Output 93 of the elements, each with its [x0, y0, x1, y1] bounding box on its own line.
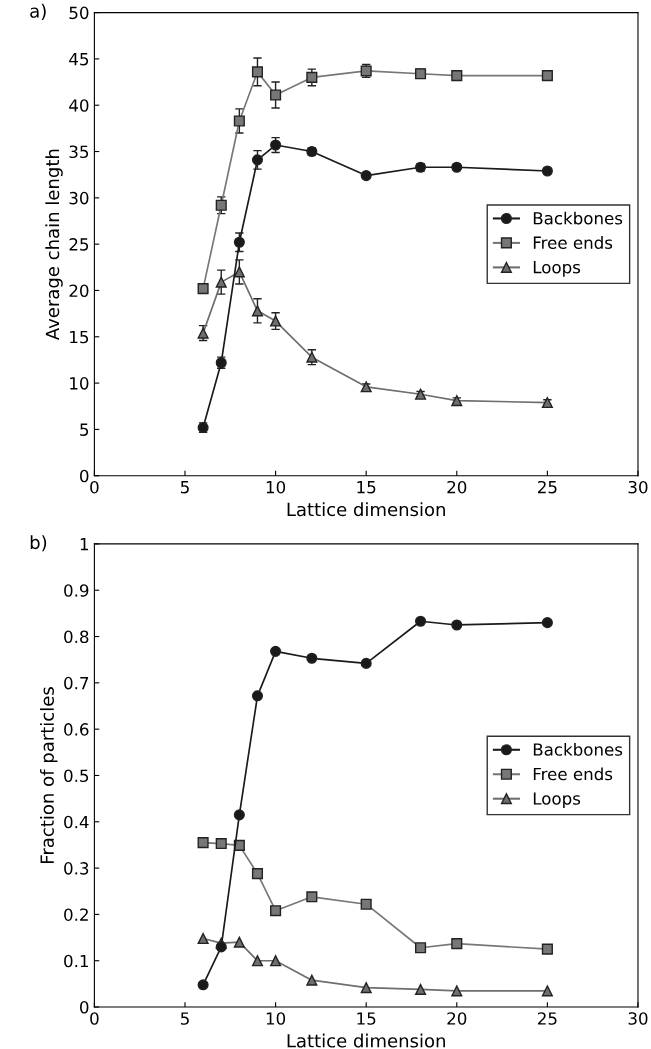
- point: [233, 115, 245, 127]
- point: [251, 66, 264, 78]
- point: [451, 70, 463, 82]
- point: [233, 266, 245, 278]
- point: [360, 657, 372, 669]
- point: [215, 837, 227, 850]
- point: [215, 276, 227, 288]
- point: [414, 942, 427, 954]
- point: [541, 985, 553, 997]
- point: [215, 199, 227, 211]
- point: [251, 690, 264, 702]
- y-tick-label: 45: [69, 53, 89, 66]
- y-tick-label: 0.1: [64, 954, 88, 968]
- y-tick-label: 0.6: [64, 723, 89, 736]
- x-tick-label: 15: [357, 1012, 376, 1025]
- point: [360, 170, 372, 182]
- point: [197, 932, 209, 945]
- legend-label: Free ends: [533, 236, 613, 249]
- y-tick-label: 40: [69, 99, 89, 112]
- x-tick-label: 5: [180, 1012, 189, 1025]
- legend-label: Backbones: [533, 742, 623, 756]
- point: [197, 979, 209, 991]
- point: [414, 615, 427, 627]
- point: [451, 938, 463, 950]
- point: [414, 68, 427, 80]
- y-axis-title: Fraction of particles: [40, 687, 58, 863]
- y-tick-label: 0: [80, 469, 89, 483]
- point: [233, 809, 245, 821]
- y-tick-label: 10: [70, 377, 89, 390]
- x-tick-label: 30: [628, 1012, 648, 1025]
- point: [270, 89, 282, 101]
- point: [306, 71, 318, 83]
- point: [251, 305, 264, 317]
- y-tick-label: 0.4: [64, 815, 89, 829]
- y-tick-label: 0.8: [64, 630, 89, 644]
- x-tick-label: 15: [357, 481, 376, 494]
- x-tick-label: 25: [538, 480, 557, 494]
- x-tick-label: 5: [180, 481, 189, 494]
- point: [233, 936, 245, 948]
- point: [541, 943, 553, 955]
- point: [215, 941, 227, 953]
- x-tick-label: 20: [447, 480, 467, 494]
- y-tick-label: 50: [69, 6, 89, 20]
- point: [360, 898, 372, 910]
- point: [541, 617, 553, 629]
- point: [197, 283, 209, 295]
- legend-label: Loops: [533, 792, 581, 808]
- x-tick-label: 25: [538, 1012, 557, 1025]
- point: [270, 905, 282, 917]
- x-tick-label: 10: [266, 480, 286, 494]
- point: [451, 619, 463, 631]
- x-tick-label: 10: [266, 1012, 286, 1025]
- point: [251, 154, 264, 166]
- x-tick-label: 20: [447, 1012, 467, 1025]
- y-tick-label: 0.3: [64, 862, 89, 875]
- y-tick-label: 25: [69, 238, 89, 251]
- point: [360, 982, 372, 994]
- y-tick-label: 35: [69, 145, 89, 159]
- point: [451, 161, 463, 173]
- point: [270, 645, 282, 657]
- point: [270, 315, 282, 327]
- y-tick-label: 0.2: [64, 908, 88, 921]
- chart-title: b): [30, 535, 47, 552]
- y-tick-label: 0.7: [64, 676, 89, 690]
- point: [270, 955, 282, 967]
- x-axis-title: Lattice dimension: [287, 1033, 445, 1048]
- y-tick-label: 5: [80, 423, 89, 436]
- x-tick-label: 0: [90, 480, 99, 494]
- point: [251, 868, 264, 880]
- y-tick-label: 0.9: [64, 584, 89, 597]
- y-tick-label: 0.5: [64, 769, 89, 783]
- y-tick-label: 15: [70, 330, 89, 344]
- point: [306, 652, 318, 664]
- point: [541, 70, 553, 82]
- y-tick-label: 20: [69, 284, 89, 298]
- point: [414, 983, 427, 995]
- y-tick-label: 0: [80, 1001, 89, 1014]
- point: [451, 985, 463, 997]
- chart-title: a): [30, 3, 46, 20]
- legend-label: Loops: [533, 261, 581, 277]
- y-axis-title: Average chain length: [45, 149, 63, 341]
- legend-label: Free ends: [533, 767, 613, 781]
- y-tick-label: 30: [69, 191, 89, 205]
- legend-label: Backbones: [533, 211, 623, 225]
- x-tick-label: 0: [90, 1012, 99, 1025]
- point: [197, 837, 209, 849]
- point: [233, 236, 245, 248]
- x-tick-label: 30: [628, 480, 648, 494]
- point: [306, 891, 318, 903]
- y-tick-label: 1: [80, 538, 88, 551]
- point: [306, 974, 318, 986]
- x-axis-title: Lattice dimension: [287, 502, 445, 517]
- point: [251, 955, 264, 967]
